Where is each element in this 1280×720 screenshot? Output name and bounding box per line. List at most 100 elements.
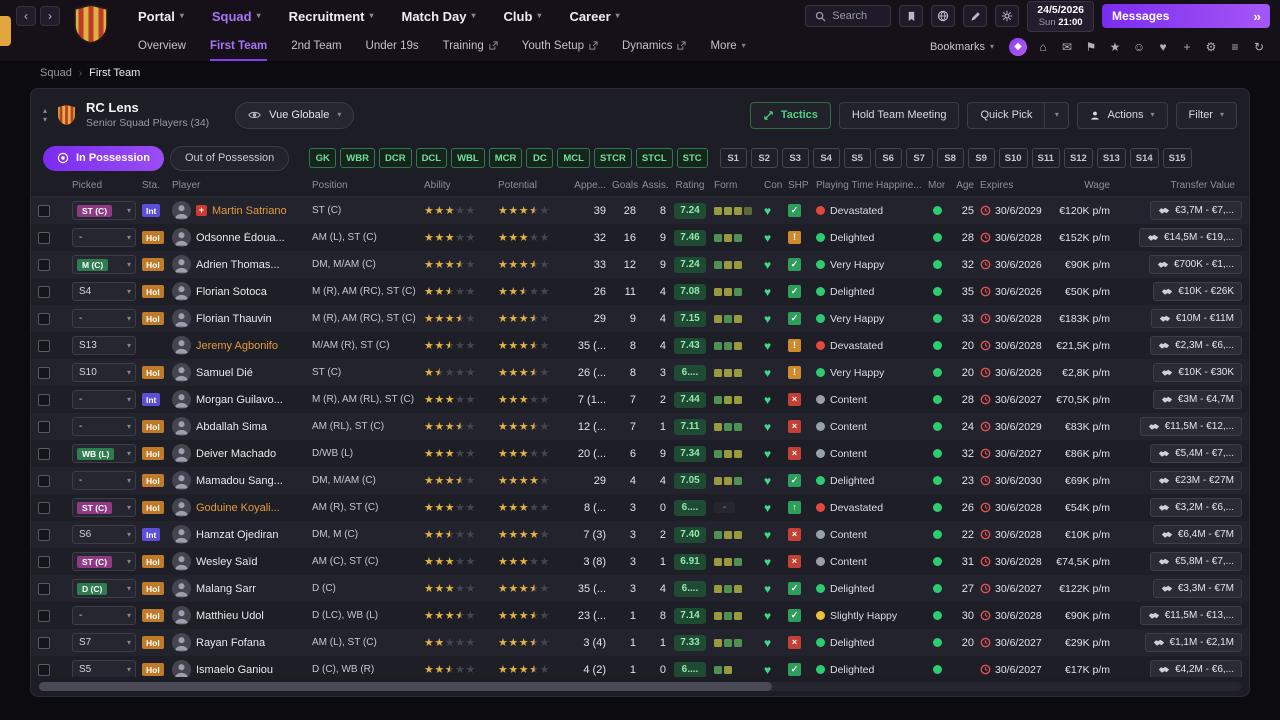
picked-dropdown[interactable]: S13▾	[72, 336, 136, 355]
forward-button[interactable]: ›	[40, 6, 60, 26]
column-header-ability[interactable]: Ability	[421, 180, 495, 191]
transfer-value-button[interactable]: €6,4M - €7M	[1153, 525, 1242, 544]
breadcrumb-parent[interactable]: Squad	[40, 67, 72, 79]
picked-dropdown[interactable]: M (C)▾	[72, 255, 136, 274]
bookmarks-dropdown[interactable]: Bookmarks ▾	[930, 41, 994, 53]
position-filter-gk[interactable]: GK	[309, 148, 336, 168]
nav-item-club[interactable]: Club▾	[504, 9, 542, 24]
slot-filter-s4[interactable]: S4	[813, 148, 840, 168]
position-filter-mcl[interactable]: MCL	[557, 148, 590, 168]
view-selector-dropdown[interactable]: Vue Globale ▾	[235, 102, 354, 129]
horizontal-scrollbar[interactable]	[39, 682, 1241, 691]
column-header-con[interactable]: Con	[761, 180, 785, 191]
slot-filter-s12[interactable]: S12	[1064, 148, 1093, 168]
player-name[interactable]: Florian Sotoca	[196, 286, 267, 298]
picked-dropdown[interactable]: -▾	[72, 390, 136, 409]
nav-item-squad[interactable]: Squad▾	[212, 9, 261, 24]
player-row[interactable]: -▾HolMamadou Sang...DM, M/AM (C)★★★★★★★★…	[31, 467, 1249, 494]
slot-filter-s1[interactable]: S1	[720, 148, 747, 168]
column-header-shp[interactable]: SHP	[785, 180, 813, 191]
menu-icon[interactable]: ≡	[1226, 38, 1244, 56]
subnav-item-first-team[interactable]: First Team	[210, 32, 267, 61]
column-header-picked[interactable]: Picked	[69, 180, 139, 191]
picked-dropdown[interactable]: S5▾	[72, 660, 136, 677]
row-checkbox[interactable]	[38, 367, 50, 379]
transfer-value-button[interactable]: €23M - €27M	[1150, 471, 1242, 490]
picked-dropdown[interactable]: S6▾	[72, 525, 136, 544]
nav-item-match-day[interactable]: Match Day▾	[401, 9, 475, 24]
quick-pick-dropdown[interactable]: ▾	[1045, 102, 1069, 129]
slot-filter-s13[interactable]: S13	[1097, 148, 1126, 168]
transfer-value-button[interactable]: €5,4M - €7,...	[1150, 444, 1242, 463]
transfer-value-button[interactable]: €14,5M - €19,...	[1139, 228, 1242, 247]
player-name[interactable]: Matthieu Udol	[196, 610, 264, 622]
player-name[interactable]: Morgan Guilavo...	[196, 394, 283, 406]
row-checkbox[interactable]	[38, 232, 50, 244]
picked-dropdown[interactable]: S10▾	[72, 363, 136, 382]
scrollbar-thumb[interactable]	[39, 682, 772, 691]
slot-filter-s15[interactable]: S15	[1163, 148, 1192, 168]
column-header-potential[interactable]: Potential	[495, 180, 569, 191]
filter-button[interactable]: Filter ▾	[1176, 102, 1237, 129]
player-row[interactable]: -▾HolMatthieu UdolD (LC), WB (L)★★★★★★★★…	[31, 602, 1249, 629]
nav-item-recruitment[interactable]: Recruitment▾	[289, 9, 374, 24]
slot-filter-s10[interactable]: S10	[999, 148, 1028, 168]
subnav-item-2nd-team[interactable]: 2nd Team	[291, 32, 341, 61]
hold-team-meeting-button[interactable]: Hold Team Meeting	[839, 102, 960, 129]
subnav-item-youth-setup[interactable]: Youth Setup	[522, 32, 598, 61]
row-checkbox[interactable]	[38, 421, 50, 433]
fm-profile-badge[interactable]: ◆	[1009, 38, 1027, 56]
player-name[interactable]: Samuel Dié	[196, 367, 253, 379]
column-header-transfer-value[interactable]: Transfer Value	[1113, 180, 1245, 191]
flag-icon[interactable]: ⚑	[1082, 38, 1100, 56]
search-input[interactable]: Search	[805, 5, 891, 27]
column-header-player[interactable]: Player	[169, 180, 309, 191]
player-name[interactable]: Jeremy Agbonifo	[196, 340, 278, 352]
position-filter-dcr[interactable]: DCR	[379, 148, 412, 168]
medical-icon[interactable]: +	[1178, 38, 1196, 56]
row-checkbox[interactable]	[38, 637, 50, 649]
picked-dropdown[interactable]: S4▾	[72, 282, 136, 301]
player-name[interactable]: Rayan Fofana	[196, 637, 265, 649]
refresh-icon[interactable]: ↻	[1250, 38, 1268, 56]
subnav-item-overview[interactable]: Overview	[138, 32, 186, 61]
player-name[interactable]: Deiver Machado	[196, 448, 276, 460]
subnav-item-training[interactable]: Training	[443, 32, 498, 61]
transfer-value-button[interactable]: €10K - €26K	[1153, 282, 1242, 301]
row-checkbox[interactable]	[38, 340, 50, 352]
heart-icon[interactable]: ♥	[1154, 38, 1172, 56]
transfer-value-button[interactable]: €5,8M - €7,...	[1150, 552, 1242, 571]
player-row[interactable]: S4▾HolFlorian SotocaM (R), AM (RC), ST (…	[31, 278, 1249, 305]
column-header-form[interactable]: Form	[711, 180, 761, 191]
position-filter-dc[interactable]: DC	[526, 148, 553, 168]
row-checkbox[interactable]	[38, 610, 50, 622]
transfer-value-button[interactable]: €1,1M - €2,1M	[1145, 633, 1242, 652]
home-icon[interactable]: ⌂	[1034, 38, 1052, 56]
messages-button[interactable]: Messages ››	[1102, 4, 1270, 28]
slot-filter-s2[interactable]: S2	[751, 148, 778, 168]
position-filter-dcl[interactable]: DCL	[416, 148, 448, 168]
position-filter-stcr[interactable]: STCR	[594, 148, 632, 168]
slot-filter-s14[interactable]: S14	[1130, 148, 1159, 168]
transfer-value-button[interactable]: €11,5M - €12,...	[1140, 417, 1242, 436]
column-header-wage[interactable]: Wage	[1051, 180, 1113, 191]
picked-dropdown[interactable]: -▾	[72, 309, 136, 328]
position-filter-mcr[interactable]: MCR	[489, 148, 523, 168]
player-name[interactable]: Malang Sarr	[196, 583, 256, 595]
quick-flag-tab[interactable]	[0, 16, 11, 46]
player-name[interactable]: Ismaelo Ganiou	[196, 664, 273, 676]
subnav-item-more[interactable]: More▾	[710, 32, 745, 61]
column-header-playing-time-happine[interactable]: Playing Time Happine...	[813, 180, 925, 191]
column-header-mor[interactable]: Mor	[925, 180, 949, 191]
player-name[interactable]: Goduine Koyali...	[196, 502, 280, 514]
slot-filter-s3[interactable]: S3	[782, 148, 809, 168]
position-filter-wbl[interactable]: WBL	[451, 148, 485, 168]
player-name[interactable]: Abdallah Sima	[196, 421, 267, 433]
player-row[interactable]: S6▾IntHamzat OjediranDM, M (C)★★★★★★★★★★…	[31, 521, 1249, 548]
nav-item-portal[interactable]: Portal▾	[138, 9, 184, 24]
row-checkbox[interactable]	[38, 313, 50, 325]
slot-filter-s8[interactable]: S8	[937, 148, 964, 168]
picked-dropdown[interactable]: ST (C)▾	[72, 201, 136, 220]
column-header-rating[interactable]: Rating	[669, 180, 711, 191]
picked-dropdown[interactable]: ST (C)▾	[72, 498, 136, 517]
